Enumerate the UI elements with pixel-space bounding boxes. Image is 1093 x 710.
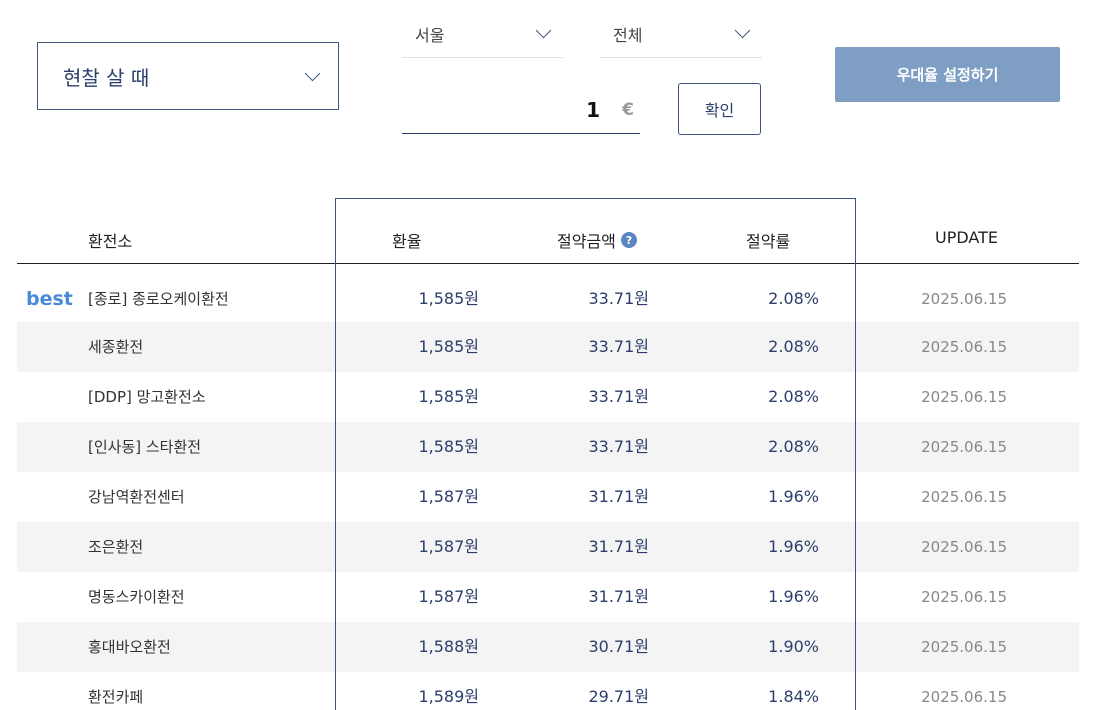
table-row[interactable]: 홍대바오환전 1,588원 30.71원 1.90% 2025.06.15 xyxy=(17,622,1079,672)
chevron-down-icon xyxy=(734,22,751,39)
best-badge xyxy=(26,372,76,422)
exchange-office-name[interactable]: 세종환전 xyxy=(88,338,144,356)
exchange-office-name[interactable]: [종로] 종로오케이환전 xyxy=(88,290,229,308)
question-circle-icon[interactable]: ? xyxy=(620,232,637,248)
district-select[interactable]: 전체 xyxy=(600,10,762,58)
update-date: 2025.06.15 xyxy=(921,388,1007,406)
update-date: 2025.06.15 xyxy=(921,688,1007,706)
header-rate[interactable]: 환율 xyxy=(392,232,422,251)
saving-amount: 33.71원 xyxy=(588,289,649,308)
exchange-rate: 1,585원 xyxy=(418,337,479,356)
best-badge xyxy=(26,322,76,372)
exchange-rate: 1,585원 xyxy=(418,289,479,308)
region-value: 서울 xyxy=(415,25,445,45)
amount-input[interactable] xyxy=(440,97,600,122)
saving-rate: 2.08% xyxy=(768,437,819,456)
saving-amount: 33.71원 xyxy=(588,387,649,406)
update-date: 2025.06.15 xyxy=(921,338,1007,356)
update-date: 2025.06.15 xyxy=(921,290,1007,308)
update-date: 2025.06.15 xyxy=(921,438,1007,456)
exchange-office-name[interactable]: 명동스카이환전 xyxy=(88,588,185,606)
update-date: 2025.06.15 xyxy=(921,588,1007,606)
exchange-office-name[interactable]: 조은환전 xyxy=(88,538,144,556)
exchange-rate: 1,587원 xyxy=(418,537,479,556)
exchange-office-name[interactable]: [DDP] 망고환전소 xyxy=(88,388,206,406)
exchange-office-name[interactable]: 환전카페 xyxy=(88,688,144,706)
saving-rate: 2.08% xyxy=(768,337,819,356)
chevron-down-icon xyxy=(304,65,321,81)
exchange-rate: 1,585원 xyxy=(418,387,479,406)
saving-amount: 31.71원 xyxy=(588,537,649,556)
euro-currency-icon: € xyxy=(622,99,634,120)
amount-field-wrapper: € xyxy=(402,86,640,134)
table-row[interactable]: [DDP] 망고환전소 1,585원 33.71원 2.08% 2025.06.15 xyxy=(17,372,1079,422)
best-badge xyxy=(26,472,76,522)
table-row[interactable]: [인사동] 스타환전 1,585원 33.71원 2.08% 2025.06.15 xyxy=(17,422,1079,472)
exchange-rate: 1,588원 xyxy=(418,637,479,656)
table-row[interactable]: 강남역환전센터 1,587원 31.71원 1.96% 2025.06.15 xyxy=(17,472,1079,522)
table-row[interactable]: 세종환전 1,585원 33.71원 2.08% 2025.06.15 xyxy=(17,322,1079,372)
header-saving-amount[interactable]: 절약금액 ? xyxy=(557,228,637,252)
saving-rate: 1.84% xyxy=(768,687,819,706)
header-exchange-office: 환전소 xyxy=(88,232,133,251)
exchange-rate: 1,585원 xyxy=(418,437,479,456)
saving-rate: 1.96% xyxy=(768,537,819,556)
update-date: 2025.06.15 xyxy=(921,488,1007,506)
exchange-table-body: best [종로] 종로오케이환전 1,585원 33.71원 2.08% 2025.06… xyxy=(17,272,1079,710)
exchange-office-name[interactable]: 강남역환전센터 xyxy=(88,488,185,506)
header-update: UPDATE xyxy=(935,228,998,247)
exchange-office-name[interactable]: 홍대바오환전 xyxy=(88,638,171,656)
header-saving-rate[interactable]: 절약률 xyxy=(746,232,791,251)
confirm-button[interactable]: 확인 xyxy=(678,83,761,135)
trade-type-value: 현찰 살 때 xyxy=(63,65,150,90)
exchange-rate: 1,587원 xyxy=(418,487,479,506)
table-row[interactable]: 조은환전 1,587원 31.71원 1.96% 2025.06.15 xyxy=(17,522,1079,572)
trade-type-select[interactable]: 현찰 살 때 xyxy=(37,42,339,110)
header-saving-amount-label: 절약금액 xyxy=(557,232,616,251)
best-badge xyxy=(26,622,76,672)
exchange-office-name[interactable]: [인사동] 스타환전 xyxy=(88,438,202,456)
best-badge xyxy=(26,522,76,572)
best-badge xyxy=(26,422,76,472)
saving-amount: 33.71원 xyxy=(588,337,649,356)
table-row[interactable]: best [종로] 종로오케이환전 1,585원 33.71원 2.08% 2025.06… xyxy=(17,272,1079,322)
chevron-down-icon xyxy=(535,22,552,39)
district-value: 전체 xyxy=(613,25,643,45)
best-badge xyxy=(26,672,76,710)
saving-amount: 30.71원 xyxy=(588,637,649,656)
best-badge xyxy=(26,572,76,622)
saving-rate: 1.90% xyxy=(768,637,819,656)
exchange-rate: 1,589원 xyxy=(418,687,479,706)
saving-amount: 29.71원 xyxy=(588,687,649,706)
table-row[interactable]: 환전카페 1,589원 29.71원 1.84% 2025.06.15 xyxy=(17,672,1079,710)
saving-rate: 2.08% xyxy=(768,387,819,406)
saving-amount: 33.71원 xyxy=(588,437,649,456)
saving-amount: 31.71원 xyxy=(588,587,649,606)
update-date: 2025.06.15 xyxy=(921,638,1007,656)
saving-rate: 2.08% xyxy=(768,289,819,308)
saving-amount: 31.71원 xyxy=(588,487,649,506)
region-select[interactable]: 서울 xyxy=(402,10,563,58)
saving-rate: 1.96% xyxy=(768,487,819,506)
saving-rate: 1.96% xyxy=(768,587,819,606)
exchange-rate: 1,587원 xyxy=(418,587,479,606)
update-date: 2025.06.15 xyxy=(921,538,1007,556)
table-header: 환전소 환율 절약금액 ? 절약률 UPDATE xyxy=(17,214,1079,264)
best-badge: best xyxy=(26,288,73,310)
set-preference-rate-button[interactable]: 우대율 설정하기 xyxy=(835,47,1060,102)
table-row[interactable]: 명동스카이환전 1,587원 31.71원 1.96% 2025.06.15 xyxy=(17,572,1079,622)
